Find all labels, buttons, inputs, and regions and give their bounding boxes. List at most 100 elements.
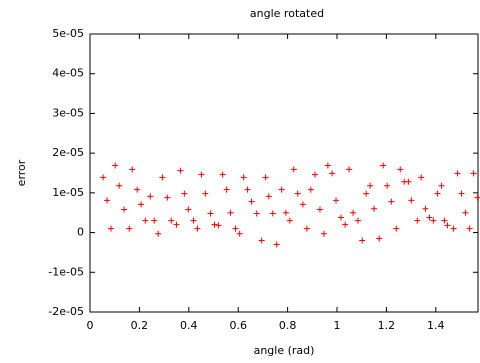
point — [359, 237, 366, 244]
point — [173, 221, 180, 228]
point — [342, 221, 349, 228]
point — [376, 235, 383, 242]
point — [219, 171, 226, 178]
x-tick-label: 1.2 — [378, 319, 396, 332]
point — [177, 167, 184, 174]
x-tick-label: 0 — [87, 319, 94, 332]
y-tick-label: 4e-05 — [52, 67, 84, 80]
point — [450, 225, 457, 232]
x-tick-label: 1 — [334, 319, 341, 332]
point — [269, 210, 276, 217]
point — [181, 190, 188, 197]
point — [388, 198, 395, 205]
point — [444, 222, 451, 229]
point — [418, 174, 425, 181]
point — [408, 197, 415, 204]
x-tick-label: 1.4 — [427, 319, 445, 332]
point — [290, 166, 297, 173]
point — [159, 174, 166, 181]
point — [434, 190, 441, 197]
point — [126, 225, 133, 232]
point — [262, 174, 269, 181]
point — [248, 198, 255, 205]
point — [350, 209, 357, 216]
point — [355, 217, 362, 224]
point — [346, 166, 353, 173]
point — [324, 162, 331, 169]
point — [371, 205, 378, 212]
y-tick-label: 0 — [77, 226, 84, 239]
point — [223, 186, 230, 193]
point — [244, 186, 251, 193]
point — [380, 162, 387, 169]
point — [320, 230, 327, 237]
point — [458, 190, 465, 197]
chart-title: angle rotated — [250, 7, 324, 20]
point — [299, 201, 306, 208]
y-tick-label: 5e-05 — [52, 27, 84, 40]
point — [333, 197, 340, 204]
point — [265, 193, 272, 200]
point — [397, 166, 404, 173]
point — [363, 190, 370, 197]
point — [426, 214, 433, 221]
point — [303, 225, 310, 232]
point — [273, 241, 280, 248]
point — [194, 225, 201, 232]
point — [190, 217, 197, 224]
y-axis-label: error — [15, 159, 28, 186]
point — [441, 217, 448, 224]
point — [422, 205, 429, 212]
point — [100, 174, 107, 181]
point — [211, 221, 218, 228]
point — [462, 209, 469, 216]
point — [129, 166, 136, 173]
point — [138, 201, 145, 208]
y-tick-label: 2e-05 — [52, 146, 84, 159]
x-tick-label: 0.8 — [279, 319, 297, 332]
point — [168, 217, 175, 224]
point — [307, 186, 314, 193]
point — [142, 217, 149, 224]
point — [393, 225, 400, 232]
point — [337, 214, 344, 221]
point — [430, 217, 437, 224]
point — [202, 190, 209, 197]
point — [155, 230, 162, 237]
y-tick-label: -1e-05 — [48, 265, 84, 278]
point — [466, 225, 473, 232]
x-axis-label: angle (rad) — [254, 344, 315, 357]
point — [116, 182, 123, 189]
point — [470, 170, 477, 177]
point — [185, 206, 192, 213]
point — [367, 182, 374, 189]
point — [207, 210, 214, 217]
point — [286, 217, 293, 224]
point — [454, 170, 461, 177]
y-tick-label: 1e-05 — [52, 186, 84, 199]
y-tick-label: 3e-05 — [52, 106, 84, 119]
point — [151, 217, 158, 224]
point — [282, 209, 289, 216]
plot-frame — [89, 33, 479, 313]
point — [227, 209, 234, 216]
point — [278, 186, 285, 193]
point — [164, 194, 171, 201]
point — [232, 225, 239, 232]
point — [384, 182, 391, 189]
y-tick-label: -2e-05 — [48, 305, 84, 318]
point — [236, 230, 243, 237]
point — [215, 222, 222, 229]
point — [134, 186, 141, 193]
point — [253, 210, 260, 217]
x-tick-label: 0.6 — [229, 319, 247, 332]
point — [198, 171, 205, 178]
point — [240, 174, 247, 181]
point — [474, 194, 480, 201]
point — [258, 237, 265, 244]
point — [438, 182, 445, 189]
point — [104, 197, 111, 204]
x-tick-label: 0.4 — [180, 319, 198, 332]
